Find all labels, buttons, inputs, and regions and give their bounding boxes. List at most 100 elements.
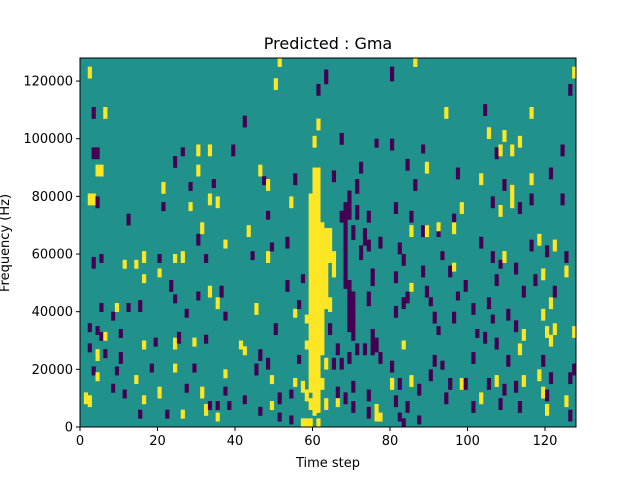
- heatmap-cell-high: [304, 314, 309, 324]
- heatmap-cell-high: [308, 193, 313, 393]
- heatmap-cell-high: [409, 225, 414, 238]
- heatmap-cell-low: [204, 254, 209, 263]
- heatmap-cell-high: [215, 412, 220, 422]
- heatmap-cell-high: [207, 144, 213, 157]
- heatmap-cell-high: [87, 193, 92, 206]
- heatmap-cell-high: [510, 184, 515, 209]
- heatmap-cell-high: [424, 161, 430, 174]
- heatmap-cell-high: [378, 412, 383, 422]
- heatmap-cell-low: [552, 285, 557, 298]
- heatmap-cell-low: [126, 213, 131, 226]
- heatmap-cell-low: [490, 314, 495, 324]
- heatmap-cell-high: [521, 328, 526, 341]
- heatmap-cell-low: [99, 303, 104, 312]
- heatmap-cell-low: [541, 354, 546, 367]
- heatmap-cell-high: [99, 164, 104, 177]
- heatmap-cell-low: [184, 308, 189, 318]
- heatmap-cell-low: [355, 179, 360, 194]
- heatmap-cell-high: [173, 363, 178, 373]
- heatmap-cell-high: [312, 135, 317, 148]
- heatmap-cell-low: [405, 158, 410, 171]
- heatmap-cell-low: [91, 107, 96, 119]
- heatmap-cell-high: [552, 323, 557, 336]
- heatmap-cell-high: [502, 251, 507, 263]
- y-tick-label: 60000: [32, 248, 73, 263]
- heatmap-cell-low: [316, 83, 321, 96]
- heatmap-cell-low: [331, 170, 337, 183]
- heatmap-cell-high: [409, 375, 414, 387]
- heatmap-cell-high: [142, 274, 147, 284]
- heatmap-cell-high: [486, 127, 492, 140]
- heatmap-cell-low: [339, 357, 344, 370]
- heatmap-cell-low: [366, 210, 371, 223]
- heatmap-cell-high: [308, 398, 313, 410]
- heatmap-cell-low: [475, 328, 480, 338]
- heatmap-cell-low: [355, 205, 360, 220]
- heatmap-cell-low: [87, 343, 92, 353]
- heatmap-cell-high: [517, 343, 523, 356]
- heatmap-cell-high: [374, 412, 379, 422]
- heatmap-cell-low: [490, 251, 495, 263]
- heatmap-cell-high: [95, 349, 100, 361]
- heatmap-cell-high: [529, 107, 534, 119]
- heatmap-cell-high: [564, 395, 569, 408]
- heatmap-cell-low: [486, 377, 492, 390]
- heatmap-cell-low: [494, 147, 499, 160]
- heatmap-cell-high: [494, 375, 499, 387]
- heatmap-cell-low: [502, 179, 507, 191]
- heatmap-cell-low: [405, 401, 410, 413]
- heatmap-cell-low: [428, 369, 433, 382]
- heatmap-cell-low: [347, 352, 352, 364]
- heatmap-cell-low: [258, 349, 263, 361]
- heatmap-cell-low: [471, 401, 476, 413]
- heatmap-cell-low: [517, 401, 523, 413]
- x-tick-label: 0: [76, 434, 84, 449]
- heatmap-cell-low: [390, 66, 395, 82]
- heatmap-cell-high: [293, 308, 298, 318]
- heatmap-cell-high: [316, 118, 321, 131]
- x-tick-label: 20: [149, 434, 166, 449]
- heatmap-cell-low: [393, 305, 399, 318]
- x-tick-label: 40: [227, 434, 244, 449]
- heatmap-cell-low: [165, 409, 170, 419]
- heatmap-cell-low: [417, 383, 422, 396]
- heatmap-cell-high: [424, 225, 430, 238]
- heatmap-cell-low: [417, 415, 422, 425]
- heatmap-cell-low: [455, 291, 461, 301]
- heatmap-cell-low: [87, 323, 92, 333]
- heatmap-cell-low: [122, 389, 127, 399]
- heatmap-cell-high: [192, 337, 197, 347]
- heatmap-cell-low: [514, 262, 519, 275]
- heatmap-cell-low: [91, 147, 96, 160]
- heatmap-cell-low: [568, 409, 573, 422]
- heatmap-cell-low: [285, 279, 290, 292]
- heatmap-cell-low: [111, 311, 116, 321]
- heatmap-cell-low: [548, 167, 554, 180]
- y-tick-label: 20000: [32, 363, 73, 378]
- heatmap-cell-high: [409, 282, 414, 292]
- heatmap-cell-low: [231, 144, 236, 157]
- heatmap-cell-high: [204, 403, 209, 416]
- heatmap-cell-high: [320, 377, 325, 390]
- heatmap-cell-low: [545, 245, 550, 258]
- heatmap-cell-low: [409, 210, 414, 223]
- heatmap-cell-low: [138, 409, 143, 419]
- heatmap-cell-low: [339, 210, 344, 223]
- heatmap-cell-high: [331, 251, 337, 278]
- heatmap-cell-low: [211, 179, 216, 189]
- heatmap-cell-low: [111, 383, 116, 393]
- heatmap-cell-low: [297, 300, 302, 310]
- y-tick-label: 0: [65, 421, 73, 436]
- heatmap-cell-low: [444, 392, 449, 405]
- heatmap-cell-low: [297, 354, 302, 364]
- heatmap-cell-low: [258, 406, 263, 416]
- heatmap-cell-low: [421, 265, 426, 278]
- heatmap-cell-low: [517, 202, 523, 214]
- heatmap-cell-low: [494, 337, 499, 350]
- heatmap-cell-high: [134, 259, 139, 269]
- heatmap-cell-high: [273, 78, 278, 91]
- heatmap-cell-high: [196, 144, 201, 157]
- heatmap-cell-low: [490, 196, 495, 209]
- heatmap-cell-low: [452, 213, 457, 223]
- heatmap-cell-high: [254, 303, 259, 315]
